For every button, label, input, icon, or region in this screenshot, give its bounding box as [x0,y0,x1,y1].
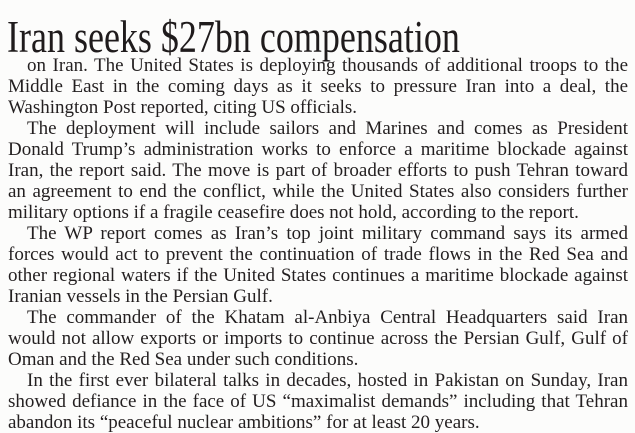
text-line: Oman and the Red Sea under such conditio… [8,349,359,370]
text-line: military options if a fragile ceasefire … [8,202,579,223]
text-line: forces would act to prevent the continua… [8,244,628,265]
text-line: Donald Trump’s administration works to e… [8,139,628,160]
text-line: abandon its “peaceful nuclear ambitions”… [8,412,480,433]
text-line: Middle East in the coming days as it see… [8,76,628,97]
headline: Iran seeks $27bn compensation [7,12,460,62]
paragraph: on Iran. The United States is deploying … [8,55,628,118]
article-body: on Iran. The United States is deploying … [8,55,628,433]
text-line: Iranian vessels in the Persian Gulf. [8,286,273,307]
text-line: Washington Post reported, citing US offi… [8,97,358,118]
text-line: showed defiance in the face of US “maxim… [8,391,628,412]
paragraph: In the first ever bilateral talks in dec… [8,370,628,433]
paragraph: The commander of the Khatam al-Anbiya Ce… [8,307,628,370]
text-line: The deployment will include sailors and … [27,118,628,139]
text-line: an agreement to end the conflict, while … [8,181,628,202]
text-line: on Iran. The United States is deploying … [27,55,628,76]
text-line: In the first ever bilateral talks in dec… [27,370,628,391]
text-line: would not allow exports or imports to co… [8,328,628,349]
paragraph: The deployment will include sailors and … [8,118,628,223]
paragraph: The WP report comes as Iran’s top joint … [8,223,628,307]
text-line: other regional waters if the United Stat… [8,265,628,286]
text-line: The WP report comes as Iran’s top joint … [27,223,628,244]
text-line: Iran, the report said. The move is part … [8,160,628,181]
text-line: The commander of the Khatam al-Anbiya Ce… [27,307,628,328]
